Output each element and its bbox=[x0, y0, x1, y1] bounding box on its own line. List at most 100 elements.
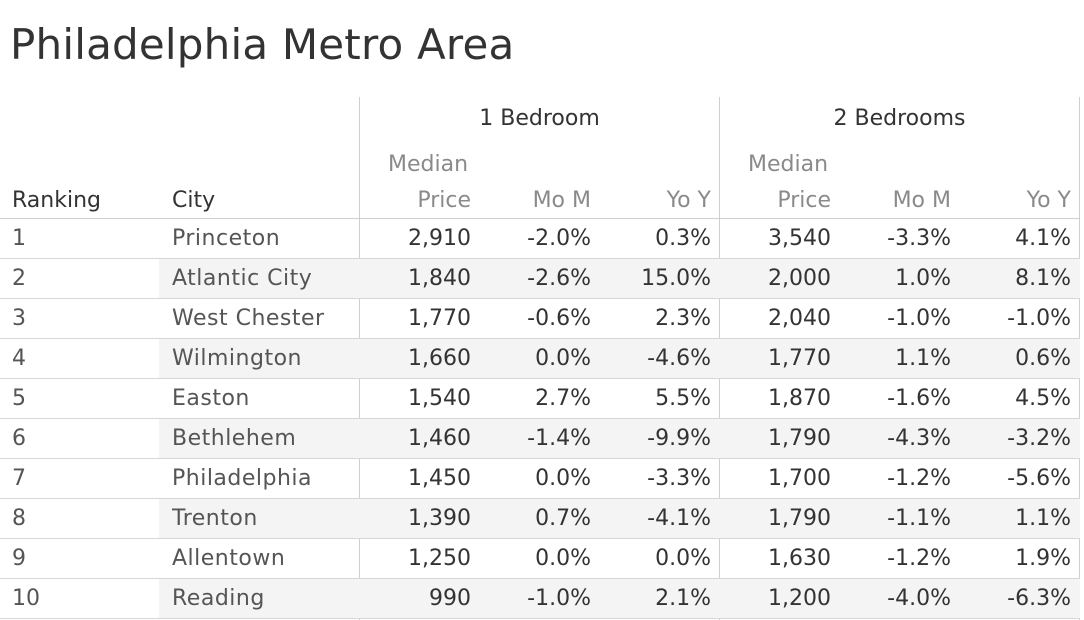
cell-ranking: 6 bbox=[12, 426, 26, 451]
cell-1br-mom: 0.0% bbox=[535, 546, 591, 571]
cell-1br-mom: 0.7% bbox=[535, 506, 591, 531]
cell-1br-yoy: 0.3% bbox=[655, 226, 711, 251]
row-band bbox=[159, 419, 1080, 458]
cell-city: Philadelphia bbox=[172, 466, 313, 491]
cell-ranking: 9 bbox=[12, 546, 26, 571]
cell-1br-mom: -1.0% bbox=[527, 586, 591, 611]
group-header-2-bedrooms: 2 Bedrooms bbox=[833, 106, 966, 131]
cell-2br-yoy: -6.3% bbox=[1007, 586, 1071, 611]
cell-1br-yoy: 2.1% bbox=[655, 586, 711, 611]
cell-2br-mom: 1.0% bbox=[895, 266, 951, 291]
table-row: 5 Easton 1,540 2.7% 5.5% 1,870 -1.6% 4.5% bbox=[0, 379, 1080, 419]
cell-city: Princeton bbox=[172, 226, 281, 251]
cell-ranking: 7 bbox=[12, 466, 26, 491]
column-header-median-1: Median bbox=[388, 152, 469, 177]
cell-1br-mom: -0.6% bbox=[527, 306, 591, 331]
cell-1br-yoy: 0.0% bbox=[655, 546, 711, 571]
cell-2br-price: 3,540 bbox=[768, 226, 831, 251]
cell-1br-yoy: 2.3% bbox=[655, 306, 711, 331]
cell-1br-mom: -2.6% bbox=[527, 266, 591, 291]
cell-2br-mom: -1.0% bbox=[887, 306, 951, 331]
table-row: 2 Atlantic City 1,840 -2.6% 15.0% 2,000 1.0% 8.… bbox=[0, 259, 1080, 299]
cell-city: West Chester bbox=[172, 306, 325, 331]
cell-1br-mom: -2.0% bbox=[527, 226, 591, 251]
cell-2br-mom: -1.6% bbox=[887, 386, 951, 411]
column-header-mom-1: Mo M bbox=[532, 188, 591, 213]
cell-1br-yoy: 5.5% bbox=[655, 386, 711, 411]
header-rule bbox=[0, 218, 359, 219]
column-header-ranking: Ranking bbox=[12, 188, 101, 213]
cell-2br-price: 1,870 bbox=[768, 386, 831, 411]
cell-ranking: 2 bbox=[12, 266, 26, 291]
table-row: 8 Trenton 1,390 0.7% -4.1% 1,790 -1.1% 1.1% bbox=[0, 499, 1080, 539]
table-row: 4 Wilmington 1,660 0.0% -4.6% 1,770 1.1% 0.6% bbox=[0, 339, 1080, 379]
cell-2br-mom: -1.1% bbox=[887, 506, 951, 531]
cell-ranking: 10 bbox=[12, 586, 40, 611]
column-header-city: City bbox=[172, 188, 216, 213]
cell-2br-mom: -1.2% bbox=[887, 466, 951, 491]
row-band bbox=[159, 259, 1080, 298]
cell-2br-price: 2,000 bbox=[768, 266, 831, 291]
table-row: 1 Princeton 2,910 -2.0% 0.3% 3,540 -3.3% 4.1% bbox=[0, 219, 1080, 259]
cell-2br-yoy: 4.1% bbox=[1015, 226, 1071, 251]
cell-ranking: 5 bbox=[12, 386, 26, 411]
group-header-1-bedroom: 1 Bedroom bbox=[479, 106, 600, 131]
cell-2br-yoy: 1.9% bbox=[1015, 546, 1071, 571]
column-header-price-2: Price bbox=[777, 188, 831, 213]
table-row: 10 Reading 990 -1.0% 2.1% 1,200 -4.0% -6.3% bbox=[0, 579, 1080, 619]
cell-2br-mom: -3.3% bbox=[887, 226, 951, 251]
cell-ranking: 8 bbox=[12, 506, 26, 531]
cell-2br-price: 1,790 bbox=[768, 506, 831, 531]
cell-ranking: 4 bbox=[12, 346, 26, 371]
cell-ranking: 1 bbox=[12, 226, 26, 251]
cell-1br-yoy: 15.0% bbox=[641, 266, 711, 291]
cell-2br-price: 1,770 bbox=[768, 346, 831, 371]
cell-1br-yoy: -4.6% bbox=[647, 346, 711, 371]
page-title: Philadelphia Metro Area bbox=[10, 20, 515, 69]
cell-2br-price: 1,700 bbox=[768, 466, 831, 491]
column-header-yoy-2: Yo Y bbox=[1026, 188, 1071, 213]
cell-2br-price: 2,040 bbox=[768, 306, 831, 331]
cell-city: Bethlehem bbox=[172, 426, 297, 451]
cell-2br-price: 1,790 bbox=[768, 426, 831, 451]
cell-2br-yoy: -3.2% bbox=[1007, 426, 1071, 451]
table-row: 7 Philadelphia 1,450 0.0% -3.3% 1,700 -1.2% -5.… bbox=[0, 459, 1080, 499]
cell-1br-price: 1,390 bbox=[408, 506, 471, 531]
cell-1br-price: 1,660 bbox=[408, 346, 471, 371]
cell-2br-mom: -4.3% bbox=[887, 426, 951, 451]
cell-2br-price: 1,200 bbox=[768, 586, 831, 611]
cell-1br-price: 1,460 bbox=[408, 426, 471, 451]
cell-2br-yoy: -1.0% bbox=[1007, 306, 1071, 331]
cell-2br-mom: 1.1% bbox=[895, 346, 951, 371]
cell-1br-mom: 0.0% bbox=[535, 466, 591, 491]
cell-city: Wilmington bbox=[172, 346, 302, 371]
cell-city: Easton bbox=[172, 386, 250, 411]
cell-2br-yoy: 4.5% bbox=[1015, 386, 1071, 411]
cell-1br-price: 1,770 bbox=[408, 306, 471, 331]
cell-2br-yoy: 8.1% bbox=[1015, 266, 1071, 291]
cell-2br-yoy: 0.6% bbox=[1015, 346, 1071, 371]
cell-2br-mom: -1.2% bbox=[887, 546, 951, 571]
cell-1br-price: 1,450 bbox=[408, 466, 471, 491]
table-row: 6 Bethlehem 1,460 -1.4% -9.9% 1,790 -4.3% -3.2% bbox=[0, 419, 1080, 459]
cell-city: Trenton bbox=[172, 506, 258, 531]
cell-2br-mom: -4.0% bbox=[887, 586, 951, 611]
row-band bbox=[159, 339, 1080, 378]
column-header-mom-2: Mo M bbox=[892, 188, 951, 213]
cell-1br-yoy: -3.3% bbox=[647, 466, 711, 491]
cell-2br-yoy: 1.1% bbox=[1015, 506, 1071, 531]
cell-city: Reading bbox=[172, 586, 265, 611]
cell-2br-price: 1,630 bbox=[768, 546, 831, 571]
cell-city: Allentown bbox=[172, 546, 286, 571]
cell-1br-price: 1,540 bbox=[408, 386, 471, 411]
cell-1br-yoy: -4.1% bbox=[647, 506, 711, 531]
cell-2br-yoy: -5.6% bbox=[1007, 466, 1071, 491]
row-band bbox=[159, 579, 1080, 618]
column-header-median-2: Median bbox=[748, 152, 829, 177]
cell-1br-yoy: -9.9% bbox=[647, 426, 711, 451]
cell-ranking: 3 bbox=[12, 306, 26, 331]
row-band bbox=[159, 499, 1080, 538]
cell-1br-mom: 2.7% bbox=[535, 386, 591, 411]
cell-1br-mom: -1.4% bbox=[527, 426, 591, 451]
table-row: 9 Allentown 1,250 0.0% 0.0% 1,630 -1.2% 1.9% bbox=[0, 539, 1080, 579]
